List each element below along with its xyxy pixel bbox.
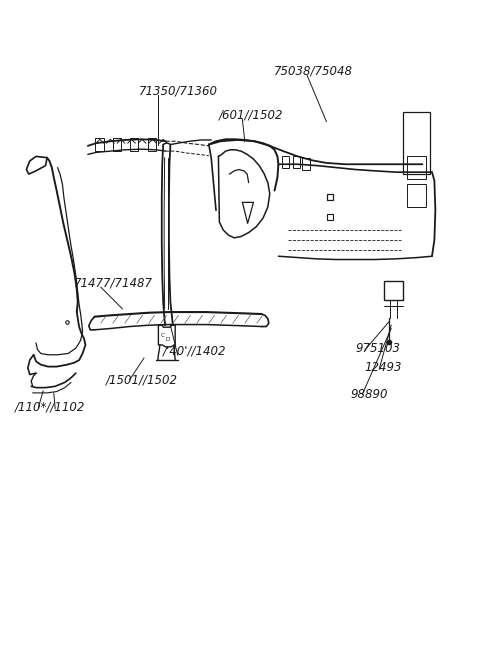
Bar [407, 184, 426, 207]
Text: /110*//1102: /110*//1102 [14, 401, 85, 414]
Text: /1501//1502: /1501//1502 [106, 373, 178, 386]
Bar [148, 138, 156, 151]
Text: D: D [166, 336, 170, 342]
Bar [95, 138, 104, 151]
Bar [282, 156, 289, 168]
Text: 975103: 975103 [355, 342, 400, 355]
Text: 98890: 98890 [350, 388, 388, 401]
Bar [130, 138, 138, 151]
Bar [407, 156, 426, 179]
Text: /'40'//1402: /'40'//1402 [163, 345, 227, 358]
Bar [302, 158, 310, 170]
Text: 71350/71360: 71350/71360 [139, 84, 218, 97]
Text: /601//1502: /601//1502 [218, 108, 283, 122]
Text: 75038/75048: 75038/75048 [274, 64, 353, 78]
Bar [293, 156, 300, 168]
Text: 71477/71487: 71477/71487 [74, 276, 154, 289]
Bar [113, 138, 121, 151]
Text: C: C [160, 332, 164, 338]
Text: 12493: 12493 [365, 361, 402, 374]
Bar [384, 281, 403, 300]
Bar [403, 112, 430, 174]
